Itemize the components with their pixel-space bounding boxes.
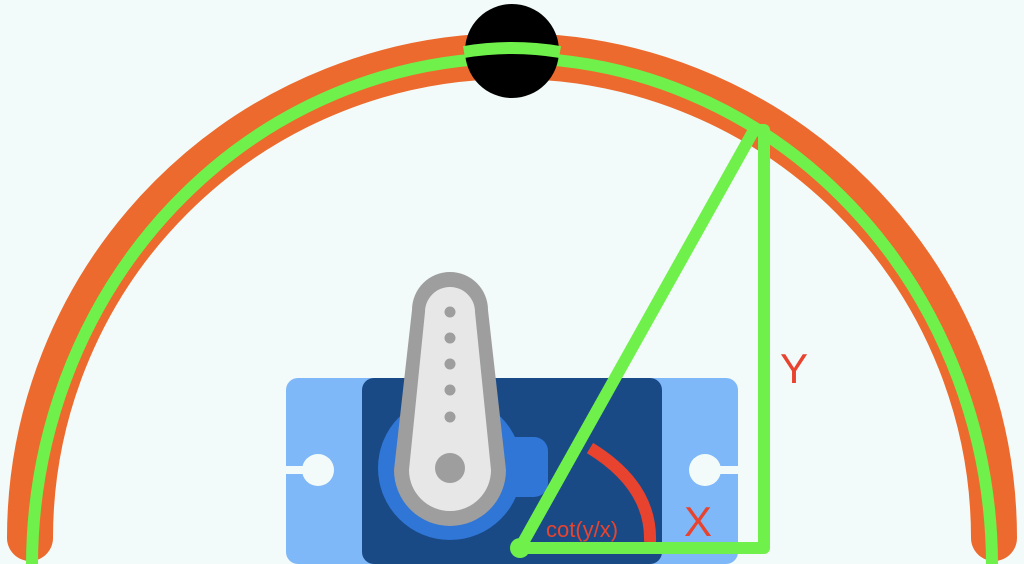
angle-label: cot(y/x)	[546, 517, 618, 542]
servo-motor-icon	[286, 272, 738, 564]
origin-point	[510, 538, 530, 558]
horn-holes	[435, 306, 465, 483]
right-triangle	[510, 124, 770, 558]
mount-hole-right	[689, 454, 721, 486]
x-label: X	[684, 498, 712, 545]
angle-arc	[586, 442, 657, 543]
mount-hole-left	[302, 454, 334, 486]
position-marker-icon	[463, 4, 561, 98]
y-label: Y	[780, 345, 808, 392]
